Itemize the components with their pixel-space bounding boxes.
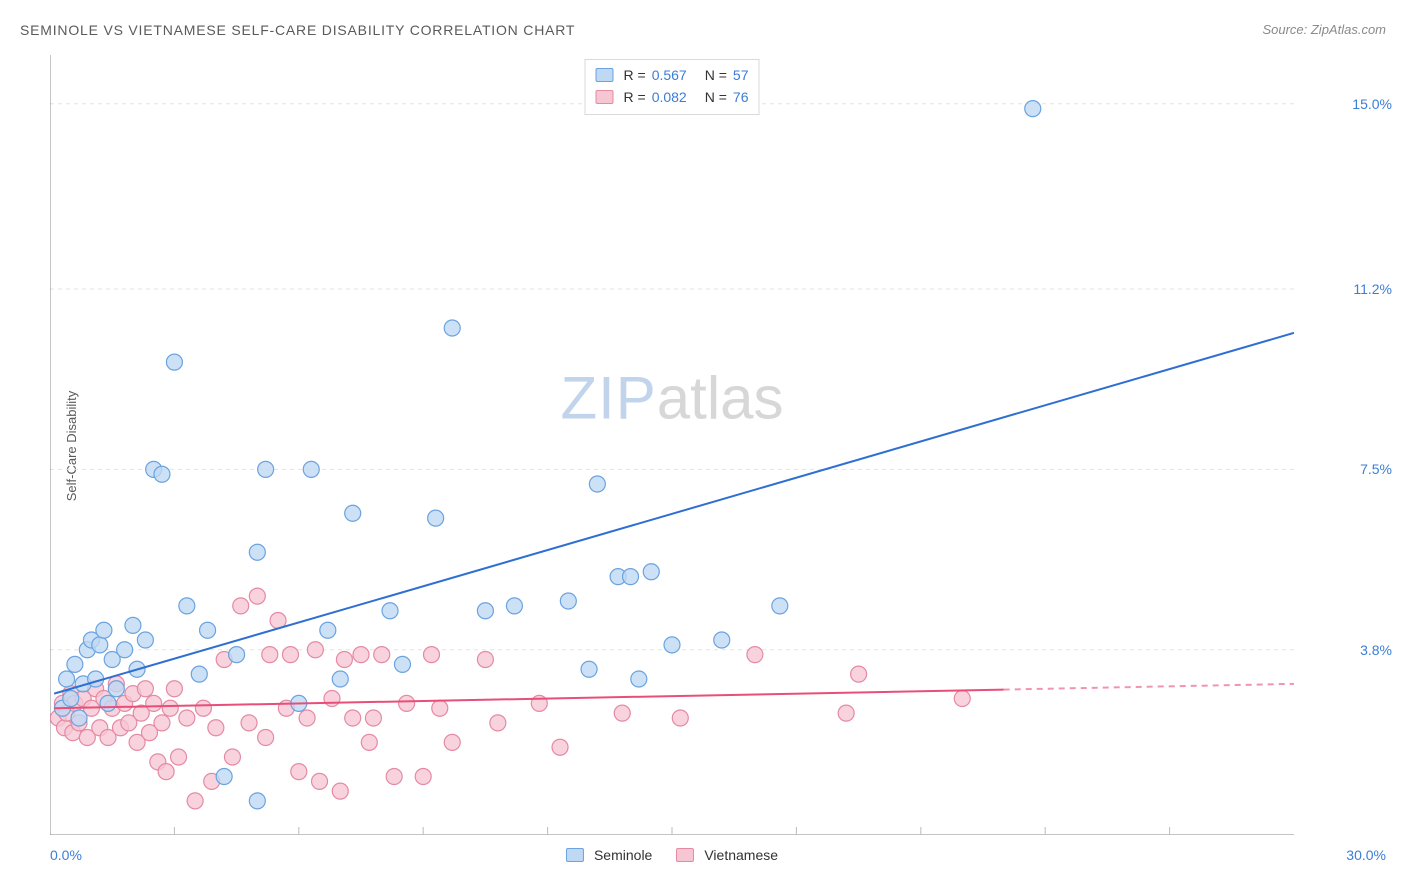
x-axis-min: 0.0% <box>50 847 82 863</box>
x-axis-max: 30.0% <box>1346 847 1386 863</box>
n-label: N = <box>705 64 727 86</box>
n-value: 57 <box>733 64 749 86</box>
legend-item-seminole: Seminole <box>566 847 652 863</box>
swatch-seminole <box>566 848 584 862</box>
chart-area: ZIPatlas R = 0.567 N = 57 R = 0.082 N = … <box>50 55 1294 835</box>
y-tick-label: 11.2% <box>1353 281 1392 297</box>
n-value: 76 <box>733 86 749 108</box>
swatch-seminole <box>596 68 614 82</box>
legend-label: Vietnamese <box>704 847 778 863</box>
swatch-vietnamese <box>596 90 614 104</box>
swatch-vietnamese <box>676 848 694 862</box>
correlation-legend: R = 0.567 N = 57 R = 0.082 N = 76 <box>585 59 760 115</box>
series-legend: Seminole Vietnamese <box>566 847 778 863</box>
legend-row-seminole: R = 0.567 N = 57 <box>596 64 749 86</box>
legend-row-vietnamese: R = 0.082 N = 76 <box>596 86 749 108</box>
y-tick-label: 15.0% <box>1352 96 1392 112</box>
source-label: Source: ZipAtlas.com <box>1262 22 1386 37</box>
r-label: R = <box>624 86 646 108</box>
r-value: 0.082 <box>652 86 687 108</box>
scatter-plot <box>50 55 1294 835</box>
y-tick-label: 7.5% <box>1360 461 1392 477</box>
chart-title: SEMINOLE VS VIETNAMESE SELF-CARE DISABIL… <box>20 22 575 38</box>
r-label: R = <box>624 64 646 86</box>
legend-item-vietnamese: Vietnamese <box>676 847 778 863</box>
n-label: N = <box>705 86 727 108</box>
legend-label: Seminole <box>594 847 652 863</box>
y-tick-label: 3.8% <box>1360 642 1392 658</box>
r-value: 0.567 <box>652 64 687 86</box>
